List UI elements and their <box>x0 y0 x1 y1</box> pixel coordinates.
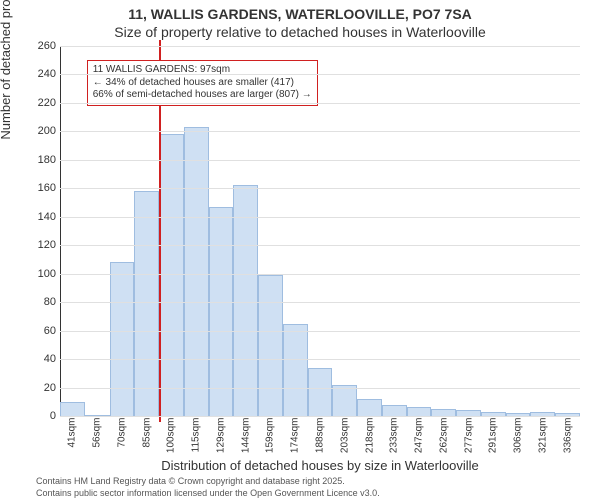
bar <box>332 385 357 416</box>
chart-title-line1: 11, WALLIS GARDENS, WATERLOOVILLE, PO7 7… <box>0 6 600 22</box>
x-tick-label: 129sqm <box>215 418 226 458</box>
x-tick-label: 277sqm <box>463 418 474 458</box>
gridline <box>60 160 580 161</box>
y-tick-label: 260 <box>16 40 56 52</box>
gridline <box>60 245 580 246</box>
x-tick-label: 41sqm <box>67 418 78 458</box>
annotation-line: ← 34% of detached houses are smaller (41… <box>93 77 312 90</box>
bar <box>110 262 135 416</box>
x-tick-label: 306sqm <box>513 418 524 458</box>
x-tick-label: 247sqm <box>414 418 425 458</box>
y-axis-label: Number of detached properties <box>0 0 13 240</box>
property-size-chart: 11, WALLIS GARDENS, WATERLOOVILLE, PO7 7… <box>0 0 600 500</box>
plot-area: 11 WALLIS GARDENS: 97sqm← 34% of detache… <box>60 46 580 416</box>
chart-title-line2: Size of property relative to detached ho… <box>0 24 600 40</box>
x-tick-label: 262sqm <box>438 418 449 458</box>
y-tick-label: 160 <box>16 182 56 194</box>
x-tick-label: 174sqm <box>290 418 301 458</box>
x-tick-label: 56sqm <box>92 418 103 458</box>
bar <box>283 324 308 417</box>
gridline <box>60 217 580 218</box>
y-tick-label: 200 <box>16 125 56 137</box>
x-tick-label: 188sqm <box>315 418 326 458</box>
gridline <box>60 302 580 303</box>
y-tick-label: 180 <box>16 154 56 166</box>
gridline <box>60 388 580 389</box>
x-tick-label: 159sqm <box>265 418 276 458</box>
y-tick-label: 60 <box>16 325 56 337</box>
x-tick-label: 144sqm <box>240 418 251 458</box>
y-tick-label: 140 <box>16 211 56 223</box>
annotation-box: 11 WALLIS GARDENS: 97sqm← 34% of detache… <box>87 60 318 106</box>
x-tick-label: 233sqm <box>389 418 400 458</box>
gridline <box>60 103 580 104</box>
y-tick-label: 0 <box>16 410 56 422</box>
bar <box>407 407 432 416</box>
gridline <box>60 131 580 132</box>
x-tick-label: 321sqm <box>537 418 548 458</box>
gridline <box>60 359 580 360</box>
bar <box>184 127 209 416</box>
x-tick-label: 100sqm <box>166 418 177 458</box>
bar <box>382 405 407 416</box>
y-tick-label: 240 <box>16 68 56 80</box>
gridline <box>60 274 580 275</box>
bar <box>233 185 258 416</box>
bar <box>308 368 333 416</box>
gridline <box>60 331 580 332</box>
x-tick-label: 115sqm <box>191 418 202 458</box>
x-tick-label: 218sqm <box>364 418 375 458</box>
gridline <box>60 74 580 75</box>
bar <box>159 134 184 416</box>
y-tick-label: 40 <box>16 353 56 365</box>
x-tick-label: 336sqm <box>562 418 573 458</box>
bar <box>431 409 456 416</box>
y-tick-label: 100 <box>16 268 56 280</box>
bar <box>357 399 382 416</box>
y-tick-label: 220 <box>16 97 56 109</box>
y-tick-label: 80 <box>16 296 56 308</box>
x-tick-label: 85sqm <box>141 418 152 458</box>
gridline <box>60 188 580 189</box>
footnote-1: Contains HM Land Registry data © Crown c… <box>36 476 345 486</box>
footnote-2: Contains public sector information licen… <box>36 488 380 498</box>
x-tick-label: 291sqm <box>488 418 499 458</box>
bar <box>258 275 283 416</box>
x-tick-label: 70sqm <box>116 418 127 458</box>
x-tick-label: 203sqm <box>339 418 350 458</box>
annotation-line: 66% of semi-detached houses are larger (… <box>93 89 312 102</box>
bar <box>134 191 159 416</box>
y-tick-label: 120 <box>16 239 56 251</box>
gridline <box>60 46 580 47</box>
y-tick-label: 20 <box>16 382 56 394</box>
x-axis-label: Distribution of detached houses by size … <box>60 458 580 473</box>
bar <box>60 402 85 416</box>
bar <box>209 207 234 416</box>
